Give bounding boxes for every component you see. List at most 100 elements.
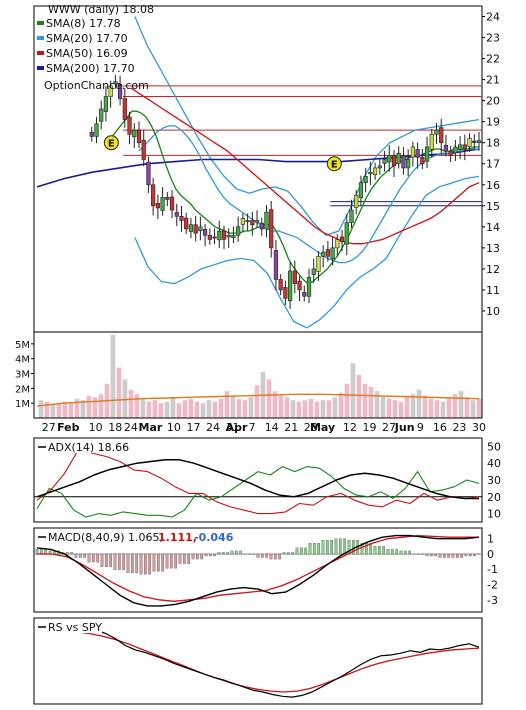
- date-axis-label: 24: [124, 421, 138, 434]
- volume-bar: [188, 398, 194, 419]
- macd-histogram-bar: [477, 553, 481, 555]
- volume-bar: [224, 391, 230, 419]
- macd-histogram-bar: [273, 553, 277, 560]
- price-y-tick-label: 23: [486, 32, 500, 45]
- candle-body: [316, 255, 321, 272]
- candle-body: [179, 216, 184, 221]
- macd-histogram-bar: [291, 552, 295, 555]
- macd-histogram-bar: [447, 553, 451, 558]
- candle-body: [354, 194, 359, 208]
- macd-histogram-bar: [247, 553, 251, 555]
- macd-y-tick-label: -1: [487, 563, 498, 576]
- earnings-marker: [326, 156, 342, 172]
- adx-y-tick-label: 10: [487, 508, 501, 521]
- candle-body: [169, 196, 175, 211]
- macd-histogram-bar: [334, 538, 338, 555]
- macd-histogram-bar: [96, 553, 100, 563]
- candle-body: [297, 280, 302, 291]
- macd-histogram-bar: [317, 543, 321, 555]
- candle-body: [344, 222, 349, 245]
- macd-histogram-bar: [468, 553, 472, 557]
- volume-bar: [116, 367, 122, 419]
- volume-bar: [410, 394, 416, 419]
- candle-body: [155, 202, 160, 209]
- volume-bar: [68, 402, 74, 419]
- candle-body: [443, 144, 449, 152]
- volume-bar: [464, 397, 470, 419]
- macd-histogram-bar: [464, 553, 468, 557]
- macd-histogram-bar: [169, 553, 173, 569]
- adx-y-tick-label: 50: [487, 440, 501, 453]
- macd-histogram-bar: [78, 553, 82, 558]
- macd-histogram-bar: [187, 553, 191, 564]
- macd-histogram-bar: [70, 552, 74, 555]
- adx-label: ADX(14) 18.66: [48, 441, 129, 454]
- candle-body: [273, 250, 279, 280]
- volume-bar: [446, 398, 452, 419]
- volume-bar: [56, 402, 62, 419]
- macd-histogram-bar: [265, 553, 269, 558]
- macd-histogram-bar: [195, 553, 199, 560]
- macd-histogram-bar: [473, 553, 477, 557]
- macd-histogram-bar: [252, 553, 256, 555]
- date-axis-label: 16: [433, 421, 447, 434]
- volume-bar: [212, 401, 218, 419]
- macd-histogram-bar: [278, 553, 282, 560]
- candle-body: [406, 159, 411, 169]
- legend-entry: SMA(20) 17.70: [46, 32, 128, 45]
- candle-body: [330, 247, 335, 260]
- volume-bar: [110, 334, 116, 419]
- adx-y-tick-label: 40: [487, 457, 501, 470]
- price-y-tick-label: 16: [486, 179, 500, 192]
- macd-histogram-bar: [208, 553, 212, 557]
- date-axis-label: 27: [42, 421, 56, 434]
- macd-histogram-bar: [347, 540, 351, 555]
- price-y-tick-label: 22: [486, 53, 500, 66]
- candle-body: [245, 220, 250, 223]
- volume-bar: [422, 395, 428, 419]
- macd-histogram-bar: [312, 543, 316, 555]
- volume-bar: [194, 401, 200, 419]
- candle-body: [212, 236, 217, 239]
- macd-histogram-bar: [122, 553, 126, 570]
- candle-body: [420, 157, 425, 165]
- macd-histogram-bar: [126, 553, 130, 573]
- volume-bar: [152, 400, 158, 419]
- candle-body: [368, 171, 373, 175]
- candle-body: [117, 83, 123, 99]
- legend-entry: SMA(200) 17.70: [46, 62, 135, 75]
- volume-bar: [284, 397, 290, 419]
- macd-histogram-bar: [165, 553, 169, 569]
- date-axis-label: 23: [452, 421, 466, 434]
- volume-bar: [440, 401, 446, 419]
- price-y-tick-label: 14: [486, 221, 500, 234]
- macd-histogram-bar: [221, 552, 225, 555]
- candle-body: [288, 270, 293, 302]
- candle-body: [349, 209, 354, 223]
- macd-histogram-bar: [87, 553, 91, 563]
- volume-y-tick-label: 3M: [15, 370, 30, 381]
- macd-histogram-bar: [286, 552, 290, 555]
- macd-histogram-bar: [455, 553, 459, 558]
- volume-bar: [38, 400, 44, 419]
- candle-body: [264, 211, 269, 230]
- candle-body: [278, 279, 283, 291]
- volume-bar: [362, 383, 368, 419]
- volume-bar: [434, 400, 440, 419]
- rs-panel-frame: [33, 617, 483, 705]
- candle-body: [122, 98, 127, 120]
- volume-bar: [248, 397, 254, 419]
- earnings-marker: [103, 135, 119, 151]
- candle-body: [136, 129, 142, 144]
- candle-body: [448, 150, 453, 156]
- macd-histogram-bar: [386, 549, 390, 555]
- macd-histogram-bar: [143, 553, 147, 575]
- volume-bar: [386, 398, 392, 419]
- price-y-tick-label: 10: [486, 305, 500, 318]
- candle-body: [292, 270, 297, 284]
- earnings-marker-label: E: [108, 139, 115, 150]
- date-axis-label: May: [310, 421, 335, 434]
- price-y-tick-label: 19: [486, 116, 500, 129]
- candle-body: [174, 212, 179, 217]
- date-axis-label: 9: [417, 421, 424, 434]
